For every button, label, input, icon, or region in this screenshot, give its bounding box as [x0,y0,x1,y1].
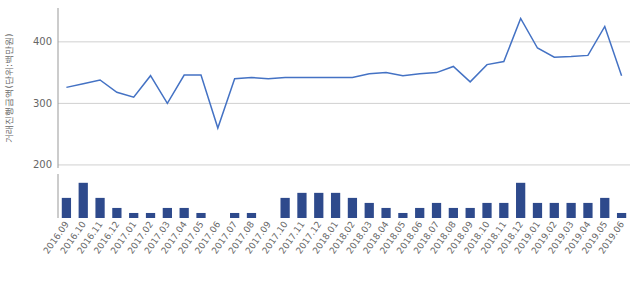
line [66,18,621,128]
y-tick-label: 400 [33,36,52,47]
bar [62,198,71,218]
bar [365,203,374,218]
bar [550,203,559,218]
y-tick-label: 200 [33,159,52,170]
bar [280,198,289,218]
bar [449,208,458,218]
bar [297,193,306,218]
grid-line [58,164,630,165]
marks [66,18,621,128]
bar [415,208,424,218]
bar [381,208,390,218]
bar [566,203,575,218]
bar [264,218,273,219]
bar [348,198,357,218]
bar [600,198,609,218]
bar [79,183,88,218]
bar [398,213,407,218]
y-axis-line [58,8,59,168]
line-panel: 200 300 400 거래진행금액(단위:백만원) [4,8,630,170]
bar [146,213,155,218]
bar [331,193,340,218]
bar [247,213,256,218]
grid-line [58,41,630,42]
bar [213,218,222,219]
marks [62,183,626,218]
y-axis-label: 거래진행금액(단위:백만원) [4,33,14,142]
bar [466,208,475,218]
bar [617,213,626,218]
bar [482,203,491,218]
y-tick-label: 300 [33,98,52,109]
bar [583,203,592,218]
y-axis-line [58,174,59,218]
bar [499,203,508,218]
bar-panel: 2016.092016.102016.112016.122017.012017.… [42,174,627,256]
bar [533,203,542,218]
bar [163,208,172,218]
grid-line [58,103,630,104]
chart: 200 300 400 거래진행금액(단위:백만원) 2016.092016.10201… [0,0,640,294]
bar [180,208,189,218]
x-tick-label: 2019.06 [597,219,627,255]
bar [432,203,441,218]
bar [230,213,239,218]
bar [196,213,205,218]
bar [95,198,104,218]
bar [516,183,525,218]
bar [314,193,323,218]
bar [112,208,121,218]
bar [129,213,138,218]
